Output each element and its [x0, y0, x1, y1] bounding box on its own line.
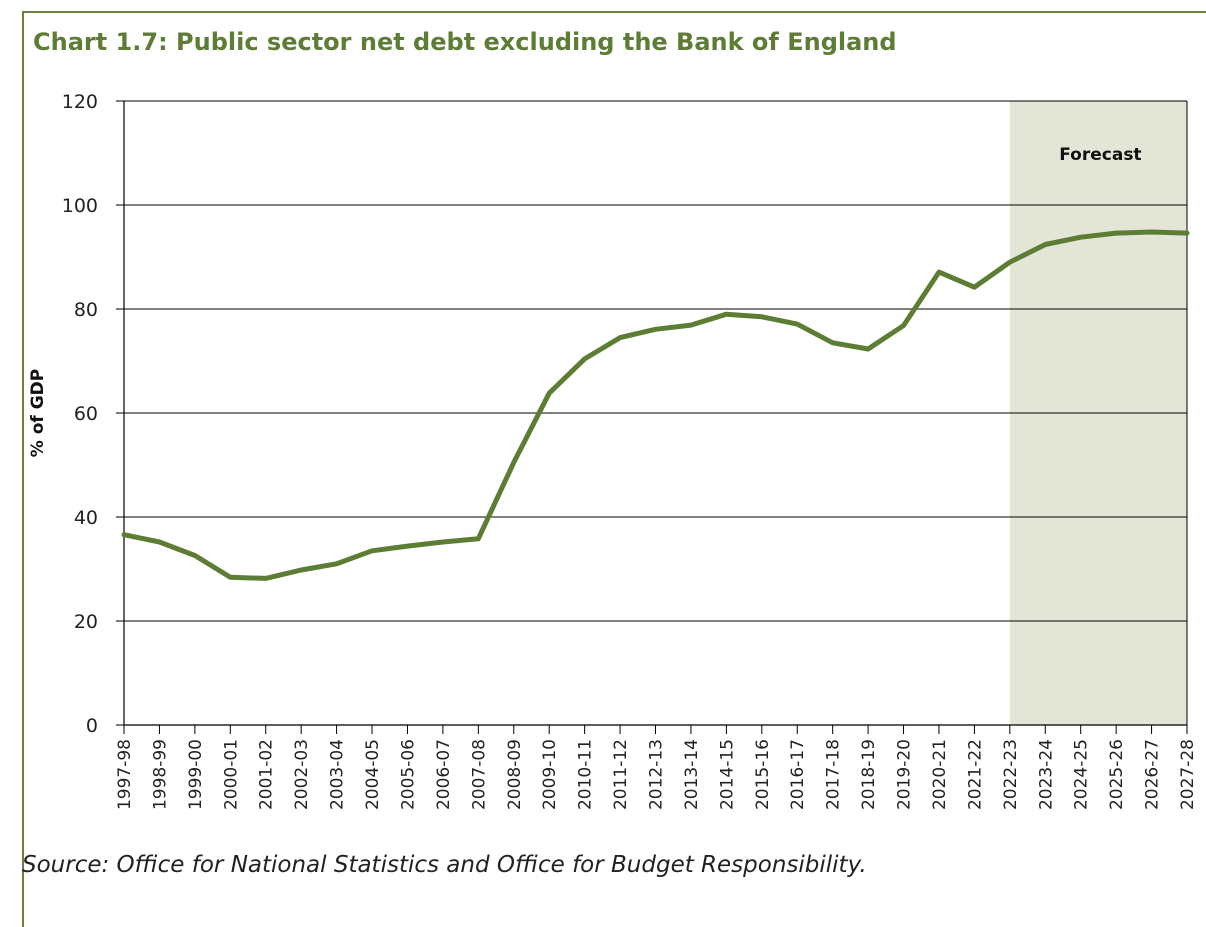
y-axis-title: % of GDP: [28, 369, 48, 457]
x-tick-label: 1998-99: [150, 739, 170, 810]
x-tick-label: 2009-10: [540, 739, 560, 810]
y-tick-label: 0: [86, 715, 98, 737]
x-tick-label: 1997-98: [115, 739, 135, 810]
x-tick-label: 2014-15: [717, 739, 737, 810]
x-tick-label: 2004-05: [363, 739, 383, 810]
y-tick-label: 80: [74, 299, 98, 321]
line-chart: 0 20 40 60 80 100 120 1997-98 1998-99 1999-00 2000…: [28, 91, 1198, 810]
x-tick-label: 2018-19: [859, 739, 879, 810]
y-tick-label: 60: [74, 403, 98, 425]
y-tick-label: 20: [74, 611, 98, 633]
x-tick-label: 2001-02: [257, 739, 277, 810]
y-tick-label: 40: [74, 507, 98, 529]
forecast-label: Forecast: [1059, 145, 1141, 165]
x-tick-label: 2026-27: [1143, 739, 1163, 810]
x-tick-label: 2019-20: [895, 739, 915, 810]
x-tick-label: 2007-08: [469, 739, 489, 810]
x-tick-label: 2022-23: [1001, 739, 1021, 810]
x-tick-label: 2005-06: [398, 739, 418, 810]
x-tick-label: 1999-00: [186, 739, 206, 810]
y-tick-label: 120: [62, 91, 98, 113]
x-tick-label: 2021-22: [965, 739, 985, 810]
x-tick-label: 2013-14: [682, 739, 702, 810]
x-tick-label: 2010-11: [576, 739, 596, 810]
x-tick-label: 2027-28: [1178, 739, 1198, 810]
x-tick-label: 2023-24: [1036, 739, 1056, 810]
source-note: Source: Office for National Statistics a…: [22, 852, 867, 878]
x-tick-label: 2020-21: [930, 739, 950, 810]
x-tick-label: 2002-03: [292, 739, 312, 810]
x-tick-label: 2003-04: [328, 739, 348, 810]
x-tick-label: 2012-13: [647, 739, 667, 810]
y-tick-label: 100: [62, 195, 98, 217]
x-tick-label: 2017-18: [824, 739, 844, 810]
x-tick-label: 2015-16: [753, 739, 773, 810]
x-tick-label: 2025-26: [1107, 739, 1127, 810]
frame-top-rule: [22, 11, 1206, 13]
x-tick-label: 2016-17: [788, 739, 808, 810]
x-tick-label: 2000-01: [221, 739, 241, 810]
frame-left-rule: [22, 11, 24, 927]
x-tick-label: 2006-07: [434, 739, 454, 810]
x-tick-label: 2011-12: [611, 739, 631, 810]
chart-title: Chart 1.7: Public sector net debt exclud…: [33, 28, 897, 56]
x-tick-label: 2024-25: [1072, 739, 1092, 810]
x-tick-label: 2008-09: [505, 739, 525, 810]
